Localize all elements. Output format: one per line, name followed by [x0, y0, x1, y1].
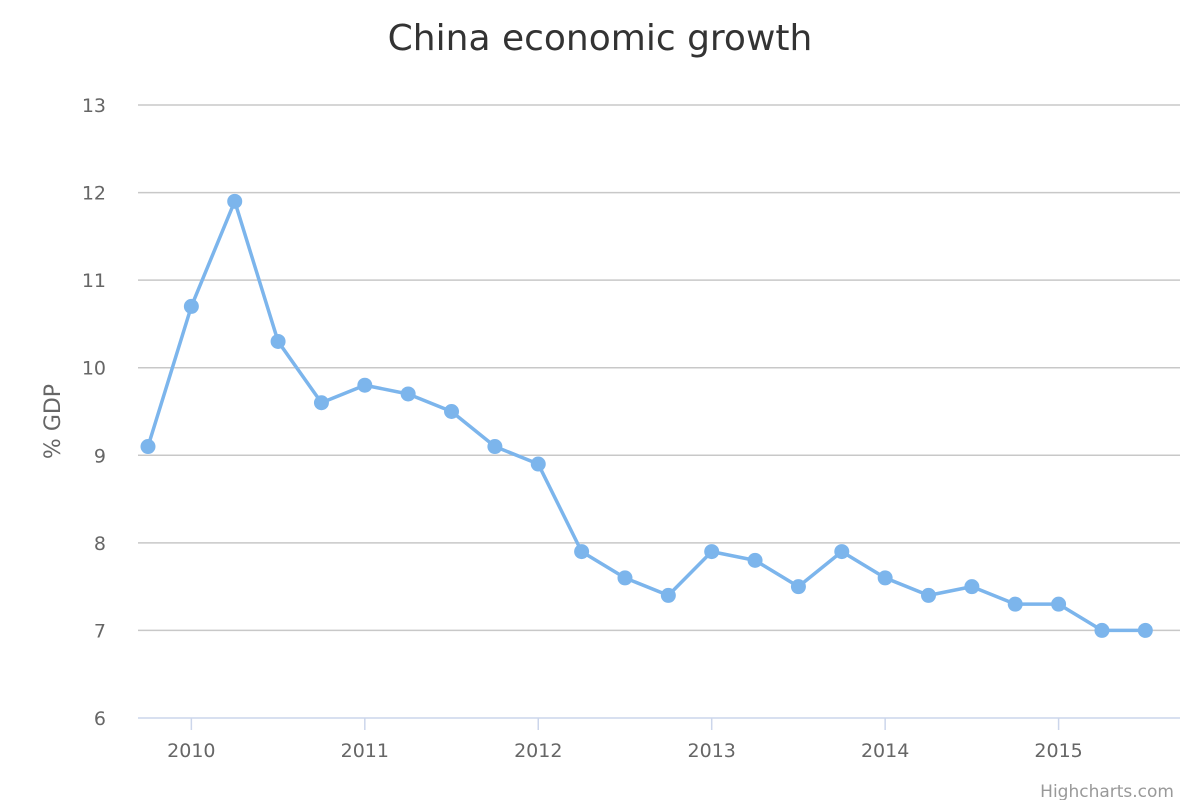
data-point[interactable]	[660, 587, 676, 603]
y-tick-label: 6	[94, 708, 106, 730]
data-point[interactable]	[140, 439, 156, 455]
series-line	[146, 199, 1148, 633]
y-tick-label: 8	[94, 533, 106, 555]
data-point[interactable]	[921, 587, 937, 603]
data-point[interactable]	[444, 404, 460, 419]
data-point[interactable]	[357, 377, 373, 393]
data-point[interactable]	[1007, 596, 1023, 612]
y-tick-label: 13	[82, 95, 106, 117]
grid-lines	[138, 104, 1180, 632]
data-point[interactable]	[1094, 622, 1110, 638]
data-point[interactable]	[617, 570, 633, 586]
data-point[interactable]	[400, 386, 416, 402]
data-point[interactable]	[834, 544, 850, 560]
y-axis-tick-labels: 6 7 8 9 10 11 12 13	[82, 95, 106, 730]
data-point[interactable]	[790, 579, 806, 595]
x-tick-label: 2012	[514, 740, 562, 762]
credits-link[interactable]: Highcharts.com	[1040, 782, 1174, 800]
x-tick-label: 2013	[688, 740, 736, 762]
data-point[interactable]	[270, 333, 286, 349]
data-point[interactable]	[313, 395, 329, 411]
y-tick-label: 7	[94, 620, 106, 642]
data-point[interactable]	[1137, 622, 1153, 638]
y-tick-label: 12	[82, 183, 106, 205]
y-tick-label: 10	[82, 358, 106, 380]
data-point[interactable]	[1051, 596, 1067, 612]
data-point[interactable]	[574, 544, 590, 560]
x-tick-label: 2014	[861, 740, 909, 762]
series-layer	[140, 193, 1153, 638]
data-point[interactable]	[530, 456, 546, 472]
y-tick-label: 9	[94, 445, 106, 467]
x-tick-label: 2015	[1034, 740, 1082, 762]
x-axis: 2010 2011 2012 2013 2014 2015	[138, 717, 1180, 762]
data-point[interactable]	[964, 579, 980, 595]
data-point[interactable]	[704, 544, 720, 560]
x-tick-label: 2010	[167, 740, 215, 762]
chart-title: China economic growth	[388, 18, 813, 59]
data-point[interactable]	[183, 298, 199, 314]
data-point[interactable]	[877, 570, 893, 586]
data-point[interactable]	[747, 552, 763, 568]
y-tick-label: 11	[82, 270, 106, 292]
x-tick-label: 2011	[341, 740, 389, 762]
data-point[interactable]	[227, 193, 243, 209]
y-axis-title: % GDP	[41, 384, 66, 459]
data-point[interactable]	[487, 439, 503, 455]
